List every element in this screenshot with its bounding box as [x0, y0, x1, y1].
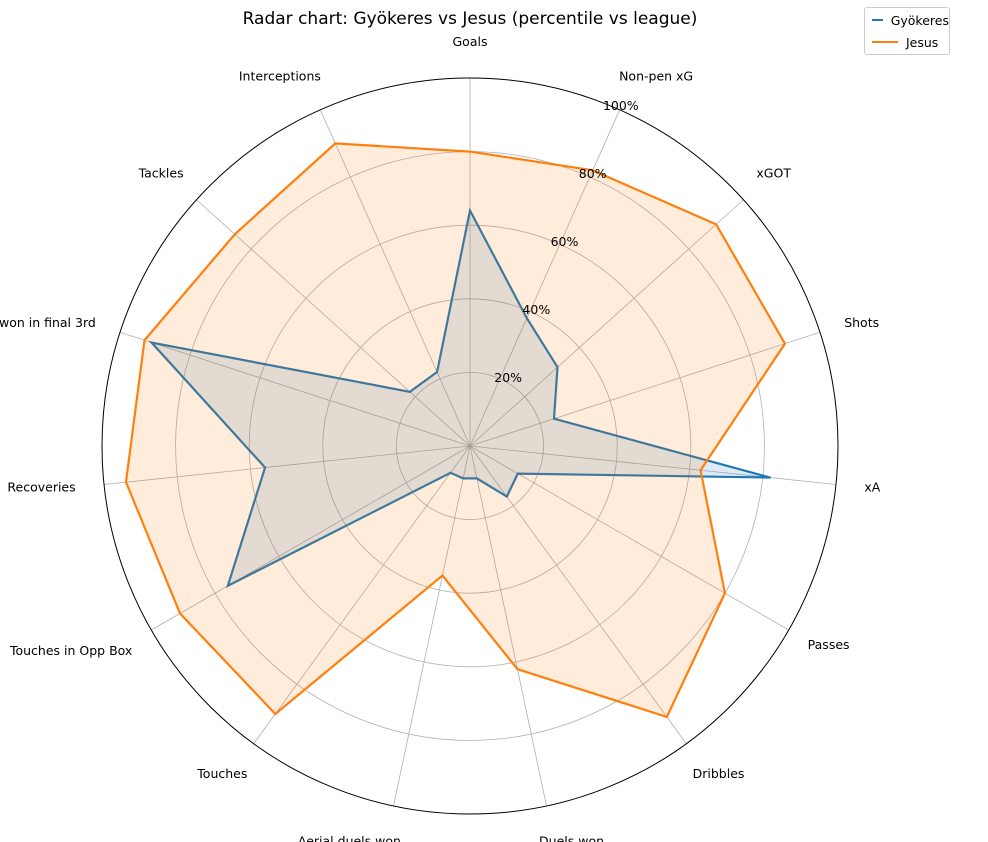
legend: Gyökeres Jesus — [864, 7, 950, 55]
series-layer — [124, 142, 787, 719]
legend-label-jesus: Jesus — [906, 34, 939, 50]
legend-swatch-gyokeres — [872, 19, 883, 21]
series-area-gyokeres — [151, 210, 771, 586]
radial-tick-label: 40% — [522, 302, 550, 317]
spoke-line — [393, 445, 471, 807]
data-point-jesus — [143, 339, 146, 342]
category-label: Non-pen xG — [619, 68, 693, 83]
category-label: Aerial duels won — [298, 833, 401, 842]
data-point-jesus — [724, 592, 726, 595]
outer-frame — [101, 77, 839, 815]
radial-tick-label: 20% — [494, 370, 522, 385]
category-label: Tackles — [138, 166, 184, 181]
data-point-jesus — [441, 574, 444, 577]
category-label: Recoveries — [7, 480, 75, 495]
spoke-line — [151, 445, 471, 631]
label-layer: 20% 40% 60% 80% 100% Goals Non-pen xG xGOT Shots… — [0, 34, 881, 842]
spoke-line — [103, 445, 471, 485]
spoke-line — [119, 331, 471, 447]
data-point-jesus — [591, 169, 594, 172]
data-point-gyokeres — [516, 472, 519, 475]
grid-layer — [101, 77, 839, 815]
data-point-gyokeres — [553, 417, 555, 420]
spoke-line — [469, 445, 837, 485]
data-point-gyokeres — [449, 471, 452, 474]
data-point-gyokeres — [469, 209, 471, 212]
data-point-gyokeres — [462, 477, 465, 480]
category-label: xA — [864, 480, 880, 495]
data-point-jesus — [274, 713, 277, 715]
spoke-line — [253, 445, 471, 744]
category-label: Duels won — [539, 833, 604, 842]
data-point-gyokeres — [505, 495, 508, 498]
legend-swatch-jesus — [872, 41, 898, 43]
spoke-line — [469, 199, 744, 447]
data-point-gyokeres — [150, 341, 153, 344]
data-point-jesus — [516, 668, 519, 671]
data-point-gyokeres — [769, 476, 772, 479]
legend-entry-gyokeres: Gyökeres — [865, 10, 949, 30]
series-line-jesus — [124, 142, 787, 719]
data-point-jesus — [665, 716, 668, 718]
legend-entry-jesus: Jesus — [865, 32, 949, 52]
data-point-gyokeres — [475, 477, 478, 480]
data-point-gyokeres — [525, 317, 528, 320]
spoke-line — [319, 109, 471, 447]
category-label: Touches in Opp Box — [9, 643, 132, 658]
data-point-jesus — [179, 612, 181, 615]
data-point-gyokeres — [436, 371, 438, 373]
data-point-jesus — [699, 469, 702, 472]
category-label: Passes — [808, 637, 850, 652]
category-label: Dribbles — [693, 766, 745, 781]
data-point-jesus — [125, 481, 127, 484]
data-point-jesus — [334, 142, 337, 145]
series-line-gyokeres — [148, 207, 771, 589]
data-point-gyokeres — [226, 584, 229, 587]
data-point-jesus — [784, 342, 786, 345]
category-label: Goals — [453, 34, 488, 49]
category-label: Touches — [196, 766, 247, 781]
spoke-line — [469, 445, 789, 631]
category-label: Shots — [844, 315, 879, 330]
radial-tick-label: 60% — [551, 234, 579, 249]
series-area-jesus — [125, 143, 785, 717]
data-point-jesus — [233, 233, 236, 236]
data-point-gyokeres — [556, 366, 559, 369]
data-point-gyokeres — [264, 466, 266, 469]
data-point-gyokeres — [408, 390, 411, 393]
chart-title: Radar chart: Gyökeres vs Jesus (percenti… — [242, 9, 698, 29]
spoke-line — [469, 109, 621, 447]
legend-label-gyokeres: Gyökeres — [890, 12, 949, 28]
spoke-line — [469, 445, 547, 807]
radial-tick-label: 100% — [603, 98, 639, 113]
spoke-line — [469, 331, 821, 447]
spoke-line — [196, 199, 471, 447]
radial-tick-label: 80% — [579, 166, 607, 181]
data-point-jesus — [469, 150, 471, 153]
data-point-jesus — [715, 223, 718, 226]
category-label: Possession won in final 3rd — [0, 315, 96, 330]
category-label: Interceptions — [239, 68, 321, 83]
category-label: xGOT — [756, 166, 791, 181]
